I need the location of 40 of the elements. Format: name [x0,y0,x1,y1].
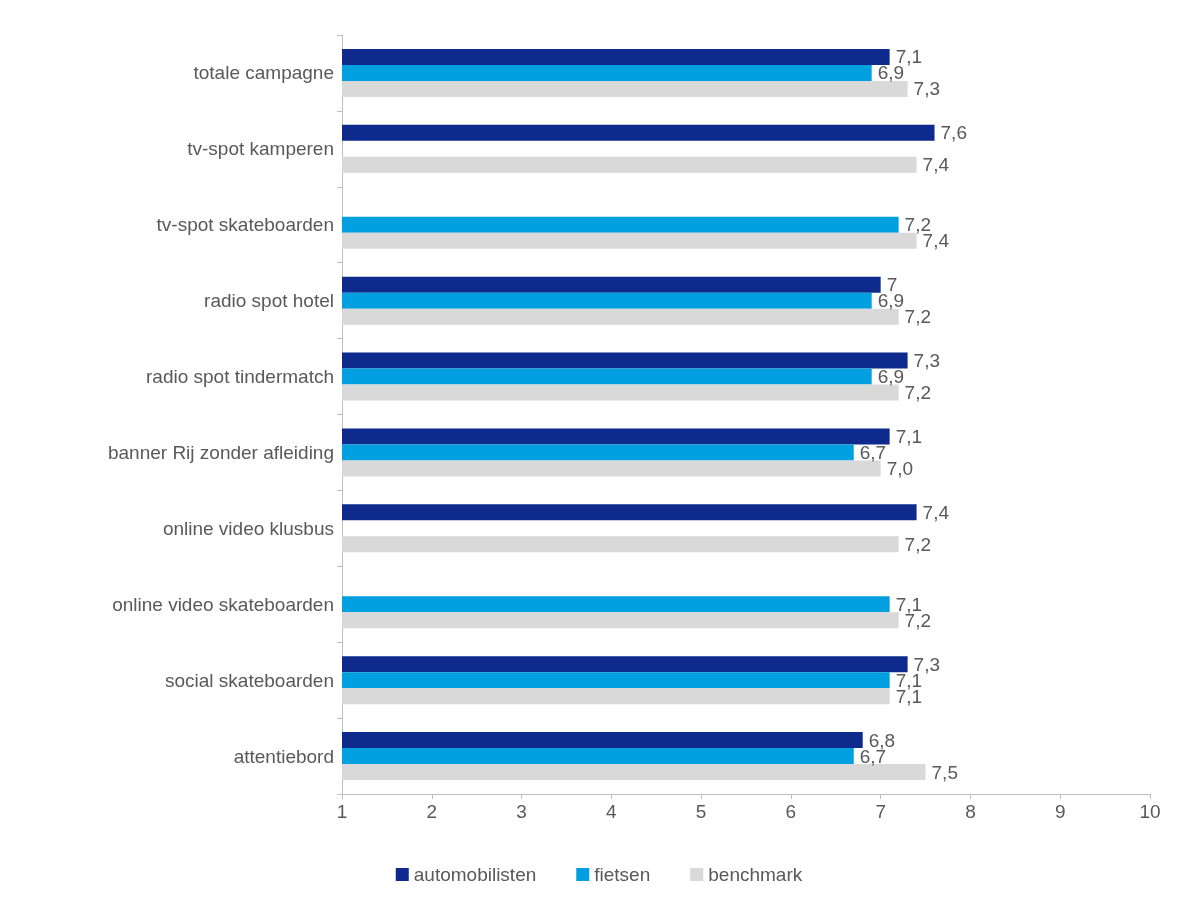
x-tick-label: 2 [426,801,438,822]
legend-label: fietsen [594,864,651,885]
y-tick-label: radio spot tindermatch [146,366,334,388]
data-label: 7,5 [931,761,958,783]
x-tick-label: 8 [965,801,976,822]
data-label: 6,9 [877,290,905,312]
data-label: 7,1 [895,425,923,447]
x-tick-label: 7 [875,801,886,822]
y-tick-label: totale campagne [193,62,334,84]
data-label: 7,4 [922,230,950,252]
y-tick-label: online video skateboarden [112,593,334,615]
legend-label: benchmark [708,864,803,885]
data-label: 7,6 [940,122,967,144]
x-tick-label: 9 [1054,801,1066,822]
y-tick-label: tv-spot kamperen [187,138,334,160]
x-tick-label: 4 [606,801,618,822]
data-label: 7,3 [913,653,941,675]
y-tick-label: banner Rij zonder afleiding [107,441,334,463]
x-tick-label: 1 [336,801,348,822]
data-label: 7,2 [904,306,932,328]
y-tick-label: social skateboarden [165,669,334,691]
legend-label: automobilisten [413,864,537,885]
data-label: 6,9 [877,366,905,388]
y-tick-label: tv-spot skateboarden [156,214,334,236]
data-label: 7,3 [913,78,941,100]
y-tick-label: online video klusbus [162,517,334,539]
data-label: 7,0 [886,457,914,479]
y-tick-label: radio spot hotel [204,290,334,312]
data-label: 7,2 [904,533,932,555]
x-tick-label: 6 [785,801,797,822]
x-tick-label: 10 [1139,801,1161,822]
data-label: 7,4 [922,154,950,176]
y-tick-label: attentiebord [233,745,334,767]
data-label: 7,3 [913,350,941,372]
x-tick-label: 5 [695,801,707,822]
x-tick-label: 3 [516,801,527,822]
data-label: 7,2 [904,382,932,404]
data-label: 6,9 [877,62,905,84]
data-label: 7,4 [922,501,950,523]
data-label: 6,7 [859,441,887,463]
